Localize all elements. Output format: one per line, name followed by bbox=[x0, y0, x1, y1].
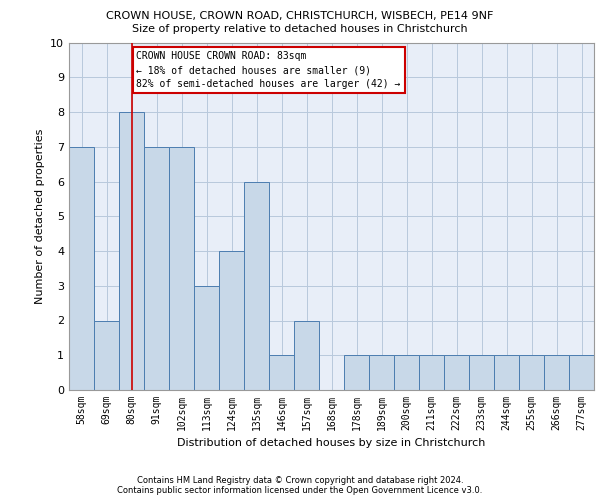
Bar bbox=[94, 320, 119, 390]
Bar bbox=[169, 147, 194, 390]
Bar bbox=[269, 355, 294, 390]
Bar bbox=[144, 147, 169, 390]
Bar bbox=[444, 355, 469, 390]
X-axis label: Distribution of detached houses by size in Christchurch: Distribution of detached houses by size … bbox=[178, 438, 485, 448]
Bar bbox=[519, 355, 544, 390]
Bar bbox=[69, 147, 94, 390]
Bar bbox=[294, 320, 319, 390]
Bar bbox=[494, 355, 519, 390]
Bar bbox=[119, 112, 144, 390]
Text: Contains HM Land Registry data © Crown copyright and database right 2024.: Contains HM Land Registry data © Crown c… bbox=[137, 476, 463, 485]
Bar bbox=[194, 286, 219, 390]
Bar bbox=[419, 355, 444, 390]
Bar bbox=[394, 355, 419, 390]
Bar bbox=[544, 355, 569, 390]
Bar bbox=[344, 355, 369, 390]
Text: Size of property relative to detached houses in Christchurch: Size of property relative to detached ho… bbox=[132, 24, 468, 34]
Text: Contains public sector information licensed under the Open Government Licence v3: Contains public sector information licen… bbox=[118, 486, 482, 495]
Bar bbox=[219, 251, 244, 390]
Bar bbox=[569, 355, 594, 390]
Text: CROWN HOUSE CROWN ROAD: 83sqm
← 18% of detached houses are smaller (9)
82% of se: CROWN HOUSE CROWN ROAD: 83sqm ← 18% of d… bbox=[137, 51, 401, 89]
Y-axis label: Number of detached properties: Number of detached properties bbox=[35, 128, 44, 304]
Text: CROWN HOUSE, CROWN ROAD, CHRISTCHURCH, WISBECH, PE14 9NF: CROWN HOUSE, CROWN ROAD, CHRISTCHURCH, W… bbox=[106, 11, 494, 21]
Bar bbox=[369, 355, 394, 390]
Bar bbox=[244, 182, 269, 390]
Bar bbox=[469, 355, 494, 390]
